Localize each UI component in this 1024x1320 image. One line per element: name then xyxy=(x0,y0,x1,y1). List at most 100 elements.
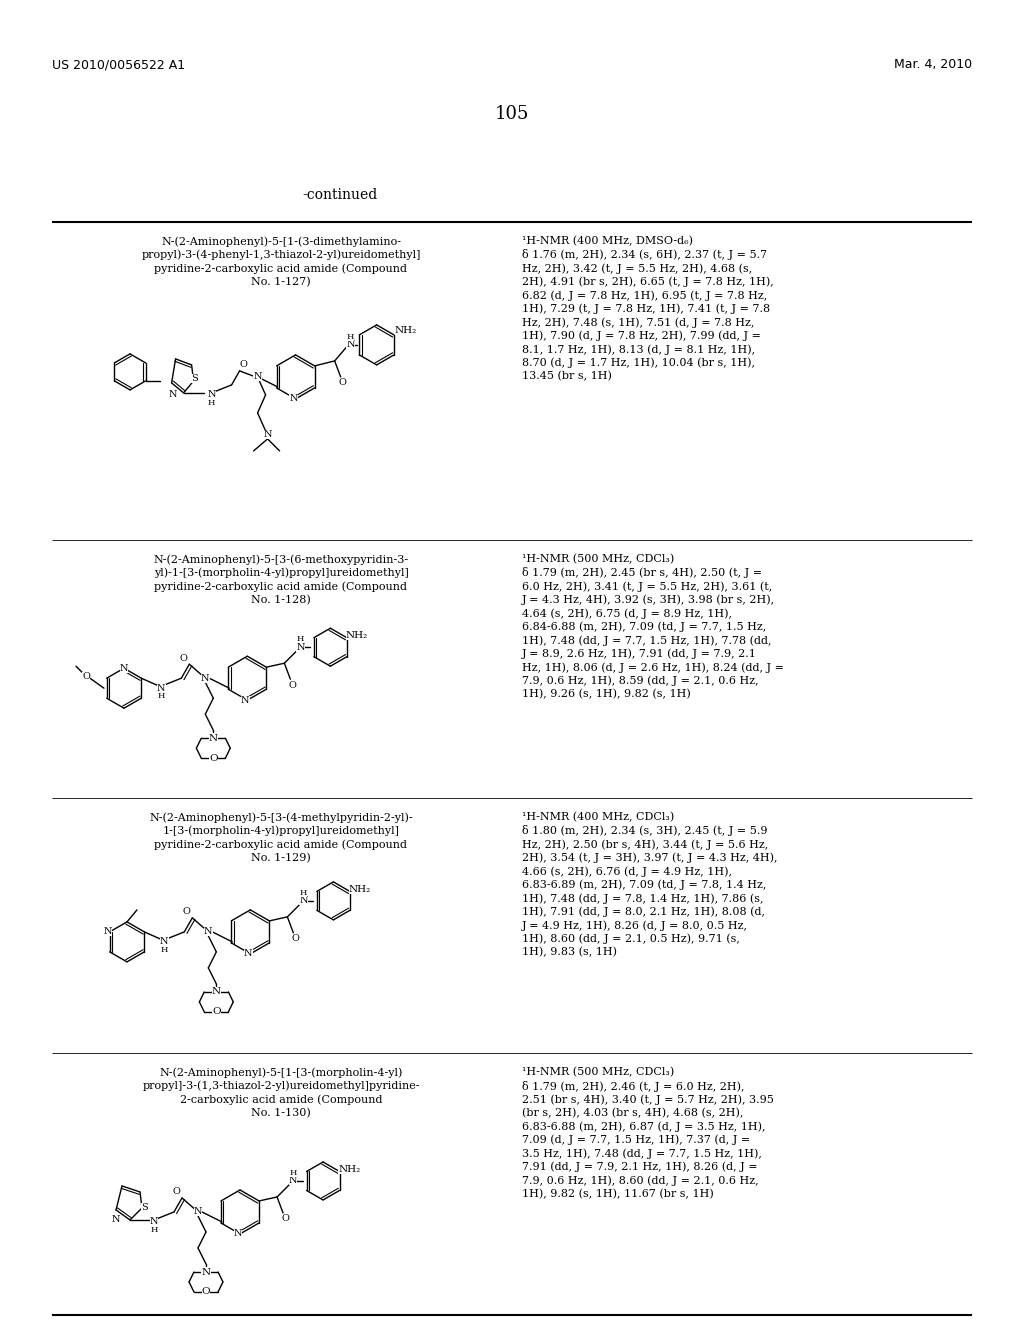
Text: N: N xyxy=(253,372,262,381)
Text: H: H xyxy=(161,946,168,954)
Text: 1H), 8.60 (dd, J = 2.1, 0.5 Hz), 9.71 (s,: 1H), 8.60 (dd, J = 2.1, 0.5 Hz), 9.71 (s… xyxy=(522,933,740,944)
Text: 6.0 Hz, 2H), 3.41 (t, J = 5.5 Hz, 2H), 3.61 (t,: 6.0 Hz, 2H), 3.41 (t, J = 5.5 Hz, 2H), 3… xyxy=(522,581,772,591)
Text: N: N xyxy=(103,928,112,936)
Text: H: H xyxy=(297,635,304,643)
Text: NH₂: NH₂ xyxy=(349,884,371,894)
Text: Mar. 4, 2010: Mar. 4, 2010 xyxy=(894,58,972,71)
Text: N: N xyxy=(120,664,128,673)
Text: pyridine-2-carboxylic acid amide (Compound: pyridine-2-carboxylic acid amide (Compou… xyxy=(155,263,408,273)
Text: N: N xyxy=(346,341,355,350)
Text: H: H xyxy=(300,888,307,896)
Text: pyridine-2-carboxylic acid amide (Compound: pyridine-2-carboxylic acid amide (Compou… xyxy=(155,581,408,591)
Text: H: H xyxy=(290,1170,297,1177)
Text: N: N xyxy=(244,949,253,958)
Text: yl)-1-[3-(morpholin-4-yl)propyl]ureidomethyl]: yl)-1-[3-(morpholin-4-yl)propyl]ureidome… xyxy=(154,568,409,578)
Text: 1-[3-(morpholin-4-yl)propyl]ureidomethyl]: 1-[3-(morpholin-4-yl)propyl]ureidomethyl… xyxy=(163,825,399,836)
Text: N: N xyxy=(233,1229,243,1238)
Text: S: S xyxy=(140,1204,147,1213)
Text: NH₂: NH₂ xyxy=(395,326,417,335)
Text: 7.09 (d, J = 7.7, 1.5 Hz, 1H), 7.37 (d, J =: 7.09 (d, J = 7.7, 1.5 Hz, 1H), 7.37 (d, … xyxy=(522,1134,751,1144)
Text: N: N xyxy=(299,896,307,906)
Text: 2-carboxylic acid amide (Compound: 2-carboxylic acid amide (Compound xyxy=(180,1094,382,1105)
Text: J = 4.3 Hz, 4H), 3.92 (s, 3H), 3.98 (br s, 2H),: J = 4.3 Hz, 4H), 3.92 (s, 3H), 3.98 (br … xyxy=(522,594,775,605)
Text: 6.84-6.88 (m, 2H), 7.09 (td, J = 7.7, 1.5 Hz,: 6.84-6.88 (m, 2H), 7.09 (td, J = 7.7, 1.… xyxy=(522,622,766,632)
Text: 4.64 (s, 2H), 6.75 (d, J = 8.9 Hz, 1H),: 4.64 (s, 2H), 6.75 (d, J = 8.9 Hz, 1H), xyxy=(522,609,732,619)
Text: 6.83-6.89 (m, 2H), 7.09 (td, J = 7.8, 1.4 Hz,: 6.83-6.89 (m, 2H), 7.09 (td, J = 7.8, 1.… xyxy=(522,879,766,890)
Text: ¹H-NMR (500 MHz, CDCl₃): ¹H-NMR (500 MHz, CDCl₃) xyxy=(522,554,674,565)
Text: O: O xyxy=(240,360,248,370)
Text: N: N xyxy=(290,395,298,404)
Text: US 2010/0056522 A1: US 2010/0056522 A1 xyxy=(52,58,185,71)
Text: 8.1, 1.7 Hz, 1H), 8.13 (d, J = 8.1 Hz, 1H),: 8.1, 1.7 Hz, 1H), 8.13 (d, J = 8.1 Hz, 1… xyxy=(522,345,755,355)
Text: O: O xyxy=(82,672,90,681)
Text: No. 1-129): No. 1-129) xyxy=(251,853,311,863)
Text: H: H xyxy=(347,333,354,341)
Text: O: O xyxy=(209,754,218,763)
Text: δ 1.79 (m, 2H), 2.46 (t, J = 6.0 Hz, 2H),: δ 1.79 (m, 2H), 2.46 (t, J = 6.0 Hz, 2H)… xyxy=(522,1081,744,1092)
Text: N-(2-Aminophenyl)-5-[3-(6-methoxypyridin-3-: N-(2-Aminophenyl)-5-[3-(6-methoxypyridin… xyxy=(154,554,409,565)
Text: δ 1.79 (m, 2H), 2.45 (br s, 4H), 2.50 (t, J =: δ 1.79 (m, 2H), 2.45 (br s, 4H), 2.50 (t… xyxy=(522,568,762,578)
Text: 7.9, 0.6 Hz, 1H), 8.60 (dd, J = 2.1, 0.6 Hz,: 7.9, 0.6 Hz, 1H), 8.60 (dd, J = 2.1, 0.6… xyxy=(522,1175,759,1185)
Text: 2H), 3.54 (t, J = 3H), 3.97 (t, J = 4.3 Hz, 4H),: 2H), 3.54 (t, J = 3H), 3.97 (t, J = 4.3 … xyxy=(522,853,777,863)
Text: N: N xyxy=(112,1216,120,1225)
Text: O: O xyxy=(172,1188,180,1196)
Text: Hz, 2H), 3.42 (t, J = 5.5 Hz, 2H), 4.68 (s,: Hz, 2H), 3.42 (t, J = 5.5 Hz, 2H), 4.68 … xyxy=(522,263,753,273)
Text: O: O xyxy=(179,653,187,663)
Text: O: O xyxy=(282,1214,289,1224)
Text: N: N xyxy=(194,1208,203,1217)
Text: NH₂: NH₂ xyxy=(338,1166,360,1173)
Text: H: H xyxy=(208,399,215,407)
Text: 13.45 (br s, 1H): 13.45 (br s, 1H) xyxy=(522,371,612,381)
Text: ¹H-NMR (400 MHz, DMSO-d₆): ¹H-NMR (400 MHz, DMSO-d₆) xyxy=(522,236,693,247)
Text: 1H), 7.48 (dd, J = 7.8, 1.4 Hz, 1H), 7.86 (s,: 1H), 7.48 (dd, J = 7.8, 1.4 Hz, 1H), 7.8… xyxy=(522,894,764,904)
Text: 4.66 (s, 2H), 6.76 (d, J = 4.9 Hz, 1H),: 4.66 (s, 2H), 6.76 (d, J = 4.9 Hz, 1H), xyxy=(522,866,732,876)
Text: 8.70 (d, J = 1.7 Hz, 1H), 10.04 (br s, 1H),: 8.70 (d, J = 1.7 Hz, 1H), 10.04 (br s, 1… xyxy=(522,358,755,368)
Text: H: H xyxy=(151,1226,158,1234)
Text: O: O xyxy=(182,907,190,916)
Text: 1H), 9.82 (s, 1H), 11.67 (br s, 1H): 1H), 9.82 (s, 1H), 11.67 (br s, 1H) xyxy=(522,1188,714,1199)
Text: N: N xyxy=(296,643,304,652)
Text: ¹H-NMR (400 MHz, CDCl₃): ¹H-NMR (400 MHz, CDCl₃) xyxy=(522,812,674,822)
Text: N: N xyxy=(157,684,166,693)
Text: δ 1.76 (m, 2H), 2.34 (s, 6H), 2.37 (t, J = 5.7: δ 1.76 (m, 2H), 2.34 (s, 6H), 2.37 (t, J… xyxy=(522,249,767,260)
Text: N: N xyxy=(150,1217,159,1226)
Text: N: N xyxy=(209,734,218,743)
Text: N: N xyxy=(289,1176,297,1185)
Text: pyridine-2-carboxylic acid amide (Compound: pyridine-2-carboxylic acid amide (Compou… xyxy=(155,840,408,850)
Text: -continued: -continued xyxy=(302,187,378,202)
Text: 6.82 (d, J = 7.8 Hz, 1H), 6.95 (t, J = 7.8 Hz,: 6.82 (d, J = 7.8 Hz, 1H), 6.95 (t, J = 7… xyxy=(522,290,767,301)
Text: No. 1-127): No. 1-127) xyxy=(251,276,311,286)
Text: 7.9, 0.6 Hz, 1H), 8.59 (dd, J = 2.1, 0.6 Hz,: 7.9, 0.6 Hz, 1H), 8.59 (dd, J = 2.1, 0.6… xyxy=(522,676,759,686)
Text: J = 8.9, 2.6 Hz, 1H), 7.91 (dd, J = 7.9, 2.1: J = 8.9, 2.6 Hz, 1H), 7.91 (dd, J = 7.9,… xyxy=(522,648,757,659)
Text: 1H), 9.83 (s, 1H): 1H), 9.83 (s, 1H) xyxy=(522,946,617,957)
Text: NH₂: NH₂ xyxy=(346,631,368,640)
Text: 3.5 Hz, 1H), 7.48 (dd, J = 7.7, 1.5 Hz, 1H),: 3.5 Hz, 1H), 7.48 (dd, J = 7.7, 1.5 Hz, … xyxy=(522,1148,762,1159)
Text: No. 1-130): No. 1-130) xyxy=(251,1107,311,1118)
Text: S: S xyxy=(191,375,198,383)
Text: Hz, 2H), 7.48 (s, 1H), 7.51 (d, J = 7.8 Hz,: Hz, 2H), 7.48 (s, 1H), 7.51 (d, J = 7.8 … xyxy=(522,317,755,327)
Text: ¹H-NMR (500 MHz, CDCl₃): ¹H-NMR (500 MHz, CDCl₃) xyxy=(522,1067,674,1077)
Text: 1H), 7.91 (dd, J = 8.0, 2.1 Hz, 1H), 8.08 (d,: 1H), 7.91 (dd, J = 8.0, 2.1 Hz, 1H), 8.0… xyxy=(522,907,765,917)
Text: No. 1-128): No. 1-128) xyxy=(251,594,311,605)
Text: 1H), 7.48 (dd, J = 7.7, 1.5 Hz, 1H), 7.78 (dd,: 1H), 7.48 (dd, J = 7.7, 1.5 Hz, 1H), 7.7… xyxy=(522,635,771,645)
Text: 2.51 (br s, 4H), 3.40 (t, J = 5.7 Hz, 2H), 3.95: 2.51 (br s, 4H), 3.40 (t, J = 5.7 Hz, 2H… xyxy=(522,1094,774,1105)
Text: 7.91 (dd, J = 7.9, 2.1 Hz, 1H), 8.26 (d, J =: 7.91 (dd, J = 7.9, 2.1 Hz, 1H), 8.26 (d,… xyxy=(522,1162,758,1172)
Text: Hz, 2H), 2.50 (br s, 4H), 3.44 (t, J = 5.6 Hz,: Hz, 2H), 2.50 (br s, 4H), 3.44 (t, J = 5… xyxy=(522,840,768,850)
Text: O: O xyxy=(212,1007,220,1016)
Text: O: O xyxy=(202,1287,210,1296)
Text: N: N xyxy=(168,391,177,400)
Text: O: O xyxy=(289,681,296,689)
Text: H: H xyxy=(158,692,165,700)
Text: N: N xyxy=(160,937,169,946)
Text: 2H), 4.91 (br s, 2H), 6.65 (t, J = 7.8 Hz, 1H),: 2H), 4.91 (br s, 2H), 6.65 (t, J = 7.8 H… xyxy=(522,276,774,286)
Text: N: N xyxy=(201,673,210,682)
Text: N: N xyxy=(204,928,213,936)
Text: (br s, 2H), 4.03 (br s, 4H), 4.68 (s, 2H),: (br s, 2H), 4.03 (br s, 4H), 4.68 (s, 2H… xyxy=(522,1107,743,1118)
Text: 6.83-6.88 (m, 2H), 6.87 (d, J = 3.5 Hz, 1H),: 6.83-6.88 (m, 2H), 6.87 (d, J = 3.5 Hz, … xyxy=(522,1121,766,1131)
Text: O: O xyxy=(339,379,346,387)
Text: propyl]-3-(1,3-thiazol-2-yl)ureidomethyl]pyridine-: propyl]-3-(1,3-thiazol-2-yl)ureidomethyl… xyxy=(142,1081,420,1092)
Text: 1H), 7.90 (d, J = 7.8 Hz, 2H), 7.99 (dd, J =: 1H), 7.90 (d, J = 7.8 Hz, 2H), 7.99 (dd,… xyxy=(522,330,761,341)
Text: δ 1.80 (m, 2H), 2.34 (s, 3H), 2.45 (t, J = 5.9: δ 1.80 (m, 2H), 2.34 (s, 3H), 2.45 (t, J… xyxy=(522,825,768,837)
Text: 105: 105 xyxy=(495,106,529,123)
Text: J = 4.9 Hz, 1H), 8.26 (d, J = 8.0, 0.5 Hz,: J = 4.9 Hz, 1H), 8.26 (d, J = 8.0, 0.5 H… xyxy=(522,920,748,931)
